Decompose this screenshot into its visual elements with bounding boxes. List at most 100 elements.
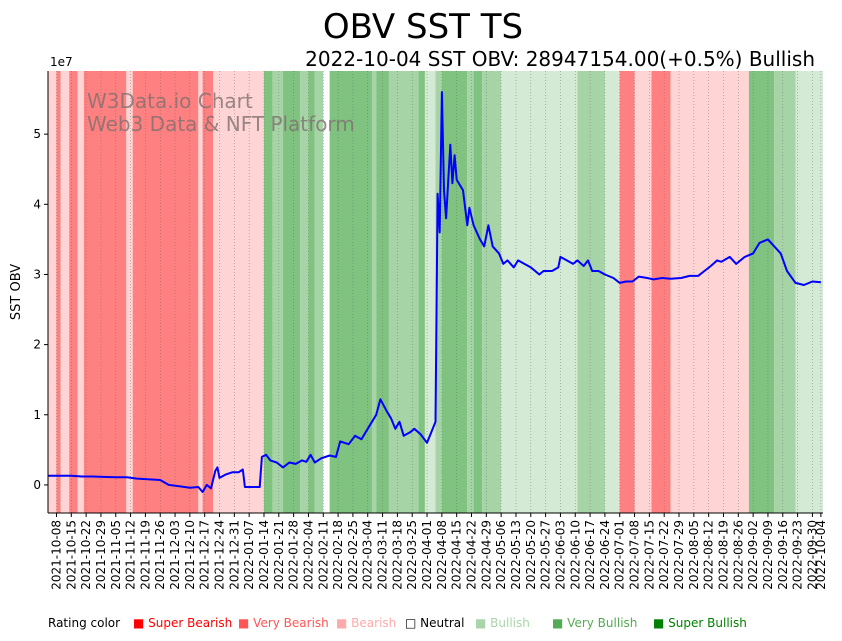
legend-label-very-bearish: Very Bearish bbox=[253, 616, 329, 630]
legend-marker-neutral: □ bbox=[405, 616, 417, 630]
rating-band-bearish bbox=[219, 71, 264, 513]
rating-band-bearish bbox=[670, 71, 749, 513]
y-tick-label: 1 bbox=[33, 408, 41, 422]
x-tick-label: 2022-04-15 bbox=[450, 520, 464, 590]
x-tick-label: 2022-06-03 bbox=[553, 520, 567, 590]
rating-band-very-bearish bbox=[619, 71, 635, 513]
rating-band-bullish bbox=[467, 71, 474, 513]
x-tick-label: 2021-12-24 bbox=[213, 520, 227, 590]
x-tick-label: 2022-09-16 bbox=[776, 520, 790, 590]
rating-band-bullish bbox=[272, 71, 284, 513]
legend-item-super-bullish: ■ Super Bullish bbox=[653, 616, 747, 630]
x-tick-label: 2022-02-04 bbox=[301, 520, 315, 590]
x-tick-label: 2022-09-30 bbox=[805, 520, 819, 590]
rating-band-very-bullish bbox=[308, 71, 315, 513]
x-tick-label: 2022-06-17 bbox=[583, 520, 597, 590]
x-tick-label: 2022-10-04 bbox=[814, 520, 828, 590]
x-tick-label: 2022-08-05 bbox=[687, 520, 701, 590]
x-tick-label: 2021-12-10 bbox=[183, 520, 197, 590]
rating-band-bullish bbox=[299, 71, 309, 513]
legend-item-bearish: ■ Bearish bbox=[336, 616, 396, 630]
x-tick-label: 2022-06-24 bbox=[598, 520, 612, 590]
chart-title: OBV SST TS bbox=[323, 7, 523, 47]
rating-band-bearish bbox=[48, 71, 57, 513]
x-tick-label: 2021-10-08 bbox=[49, 520, 63, 590]
legend-label-neutral: Neutral bbox=[420, 616, 465, 630]
rating-band-very-bullish bbox=[263, 71, 273, 513]
x-tick-label: 2021-11-19 bbox=[138, 520, 152, 590]
x-tick-label: 2022-09-23 bbox=[791, 520, 805, 590]
x-tick-label: 2022-05-20 bbox=[524, 520, 538, 590]
y-axis-ticks: 0 1 2 3 4 5 bbox=[33, 127, 48, 492]
rating-band-very-bullish bbox=[473, 71, 483, 513]
rating-band-very-bearish bbox=[56, 71, 61, 513]
x-tick-label: 2022-01-21 bbox=[272, 520, 286, 590]
watermark-line-1: W3Data.io Chart bbox=[87, 89, 253, 113]
y-tick-label: 0 bbox=[33, 478, 41, 492]
x-tick-label: 2022-01-28 bbox=[287, 520, 301, 590]
legend-item-bullish: ■ Bullish bbox=[475, 616, 530, 630]
legend-label-bullish: Bullish bbox=[490, 616, 530, 630]
x-tick-label: 2022-09-02 bbox=[746, 520, 760, 590]
legend-item-very-bearish: ■ Very Bearish bbox=[238, 616, 329, 630]
legend-label-bearish: Bearish bbox=[351, 616, 397, 630]
x-tick-label: 2022-04-29 bbox=[479, 520, 493, 590]
x-tick-label: 2022-04-08 bbox=[435, 520, 449, 590]
x-tick-label: 2021-12-03 bbox=[168, 520, 182, 590]
x-tick-label: 2021-12-31 bbox=[227, 520, 241, 590]
rating-band-very-bearish bbox=[83, 71, 127, 513]
rating-band-bearish bbox=[60, 71, 70, 513]
x-tick-label: 2022-01-07 bbox=[242, 520, 256, 590]
rating-band-very-bearish bbox=[202, 71, 214, 513]
x-tick-label: 2022-06-10 bbox=[568, 520, 582, 590]
legend-marker-very-bullish: ■ bbox=[552, 616, 564, 630]
rating-band-bearish bbox=[213, 71, 220, 513]
x-tick-label: 2021-11-12 bbox=[124, 520, 138, 590]
x-tick-label: 2022-07-08 bbox=[628, 520, 642, 590]
x-tick-label: 2022-04-22 bbox=[464, 520, 478, 590]
x-tick-label: 2022-08-12 bbox=[702, 520, 716, 590]
x-tick-label: 2021-10-15 bbox=[64, 520, 78, 590]
x-tick-label: 2021-11-05 bbox=[109, 520, 123, 590]
x-tick-label: 2021-10-29 bbox=[94, 520, 108, 590]
x-tick-label: 2022-02-25 bbox=[346, 520, 360, 590]
x-tick-label: 2022-07-01 bbox=[613, 520, 627, 590]
x-tick-label: 2022-02-18 bbox=[331, 520, 345, 590]
rating-band-bullish bbox=[435, 71, 442, 513]
legend-item-super-bearish: ■ Super Bearish bbox=[133, 616, 232, 630]
rating-band-light-bullish bbox=[604, 71, 620, 513]
rating-band-bearish bbox=[126, 71, 133, 513]
x-tick-label: 2022-01-14 bbox=[257, 520, 271, 590]
x-tick-label: 2022-07-29 bbox=[672, 520, 686, 590]
rating-band-very-bearish bbox=[651, 71, 671, 513]
legend-title: Rating color bbox=[48, 616, 121, 630]
legend-marker-bullish: ■ bbox=[475, 616, 487, 630]
y-tick-label: 3 bbox=[33, 267, 41, 281]
x-tick-label: 2022-07-15 bbox=[642, 520, 656, 590]
rating-band-light-bullish bbox=[795, 71, 823, 513]
x-tick-label: 2022-03-11 bbox=[376, 520, 390, 590]
rating-band-bearish bbox=[77, 71, 84, 513]
y-tick-label: 5 bbox=[33, 127, 41, 141]
x-tick-label: 2022-05-06 bbox=[494, 520, 508, 590]
legend-item-neutral: □ Neutral bbox=[405, 616, 464, 630]
y-tick-label: 2 bbox=[33, 338, 41, 352]
rating-band-bullish bbox=[371, 71, 377, 513]
rating-band-very-bullish bbox=[329, 71, 372, 513]
x-tick-label: 2022-09-09 bbox=[761, 520, 775, 590]
rating-band-light-bullish bbox=[424, 71, 436, 513]
rating-band-very-bullish bbox=[441, 71, 468, 513]
x-tick-label: 2022-08-26 bbox=[731, 520, 745, 590]
y-axis-label: SST OBV bbox=[9, 264, 24, 320]
legend-marker-very-bearish: ■ bbox=[238, 616, 250, 630]
rating-band-light-bullish bbox=[501, 71, 578, 513]
y-exponent-label: 1e7 bbox=[50, 55, 73, 69]
x-tick-label: 2021-11-26 bbox=[153, 520, 167, 590]
x-tick-label: 2022-03-25 bbox=[405, 520, 419, 590]
rating-band-bullish bbox=[388, 71, 419, 513]
y-tick-label: 4 bbox=[33, 197, 41, 211]
chart-subtitle: 2022-10-04 SST OBV: 28947154.00(+0.5%) B… bbox=[305, 47, 815, 71]
rating-band-bullish bbox=[774, 71, 796, 513]
rating-band-bullish bbox=[314, 71, 324, 513]
rating-band-very-bearish bbox=[132, 71, 199, 513]
